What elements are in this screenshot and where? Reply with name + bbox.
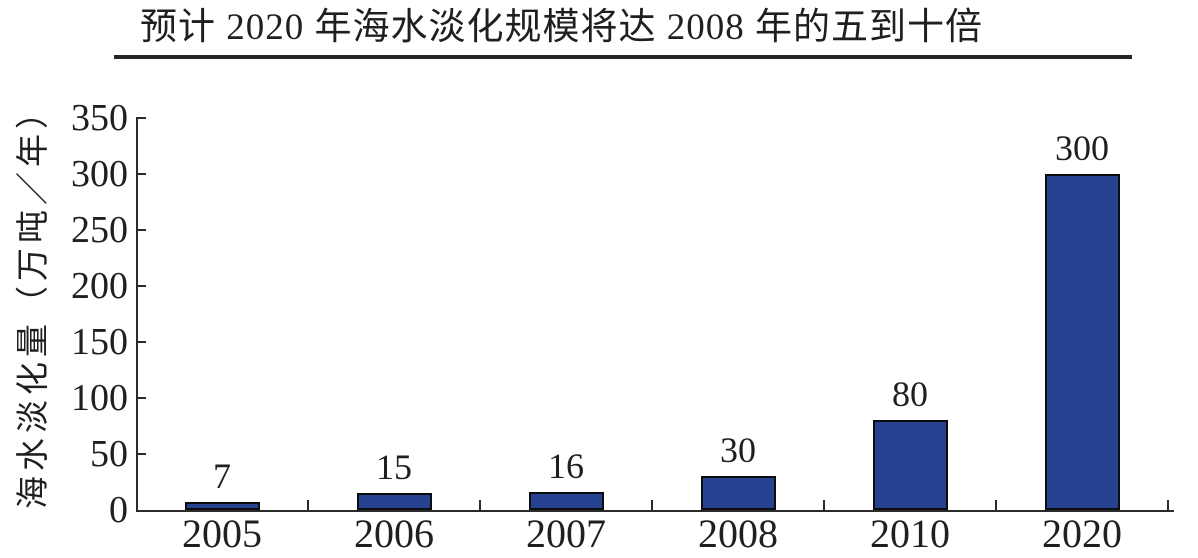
bar-value-label: 300 bbox=[1055, 128, 1109, 168]
y-tick bbox=[136, 453, 146, 455]
y-tick bbox=[136, 173, 146, 175]
y-tick bbox=[136, 285, 146, 287]
bar bbox=[185, 502, 260, 510]
title-underline bbox=[114, 55, 1132, 59]
x-tick bbox=[823, 500, 825, 510]
y-tick bbox=[136, 229, 146, 231]
y-axis-line bbox=[136, 118, 138, 512]
y-tick-label: 50 bbox=[90, 433, 128, 475]
bar-value-label: 80 bbox=[892, 374, 928, 414]
bar bbox=[357, 493, 432, 510]
y-tick-label: 0 bbox=[109, 489, 128, 531]
y-tick-label: 100 bbox=[71, 377, 128, 419]
x-tick-label: 2006 bbox=[354, 511, 434, 556]
x-tick-label: 2010 bbox=[870, 511, 950, 556]
x-axis-line bbox=[136, 510, 1174, 512]
y-tick bbox=[136, 341, 146, 343]
x-tick bbox=[1167, 500, 1169, 510]
y-tick-label: 350 bbox=[71, 97, 128, 139]
bar bbox=[529, 492, 604, 510]
x-tick bbox=[479, 500, 481, 510]
bar bbox=[701, 476, 776, 510]
bar-value-label: 7 bbox=[213, 456, 231, 496]
x-tick-label: 2008 bbox=[698, 511, 778, 556]
chart-title: 预计 2020 年海水淡化规模将达 2008 年的五到十倍 bbox=[140, 7, 983, 48]
y-tick bbox=[136, 397, 146, 399]
y-tick-label: 300 bbox=[71, 153, 128, 195]
y-tick-label: 250 bbox=[71, 209, 128, 251]
x-tick bbox=[307, 500, 309, 510]
y-tick-label: 200 bbox=[71, 265, 128, 307]
x-tick-label: 2007 bbox=[526, 511, 606, 556]
x-tick-label: 2020 bbox=[1042, 511, 1122, 556]
bar bbox=[1045, 174, 1120, 510]
bar bbox=[873, 420, 948, 510]
bar-value-label: 30 bbox=[720, 430, 756, 470]
y-tick-label: 150 bbox=[71, 321, 128, 363]
bar-value-label: 15 bbox=[376, 447, 412, 487]
bar-value-label: 16 bbox=[548, 446, 584, 486]
x-tick bbox=[995, 500, 997, 510]
x-tick-label: 2005 bbox=[182, 511, 262, 556]
y-tick bbox=[136, 117, 146, 119]
x-tick bbox=[651, 500, 653, 510]
